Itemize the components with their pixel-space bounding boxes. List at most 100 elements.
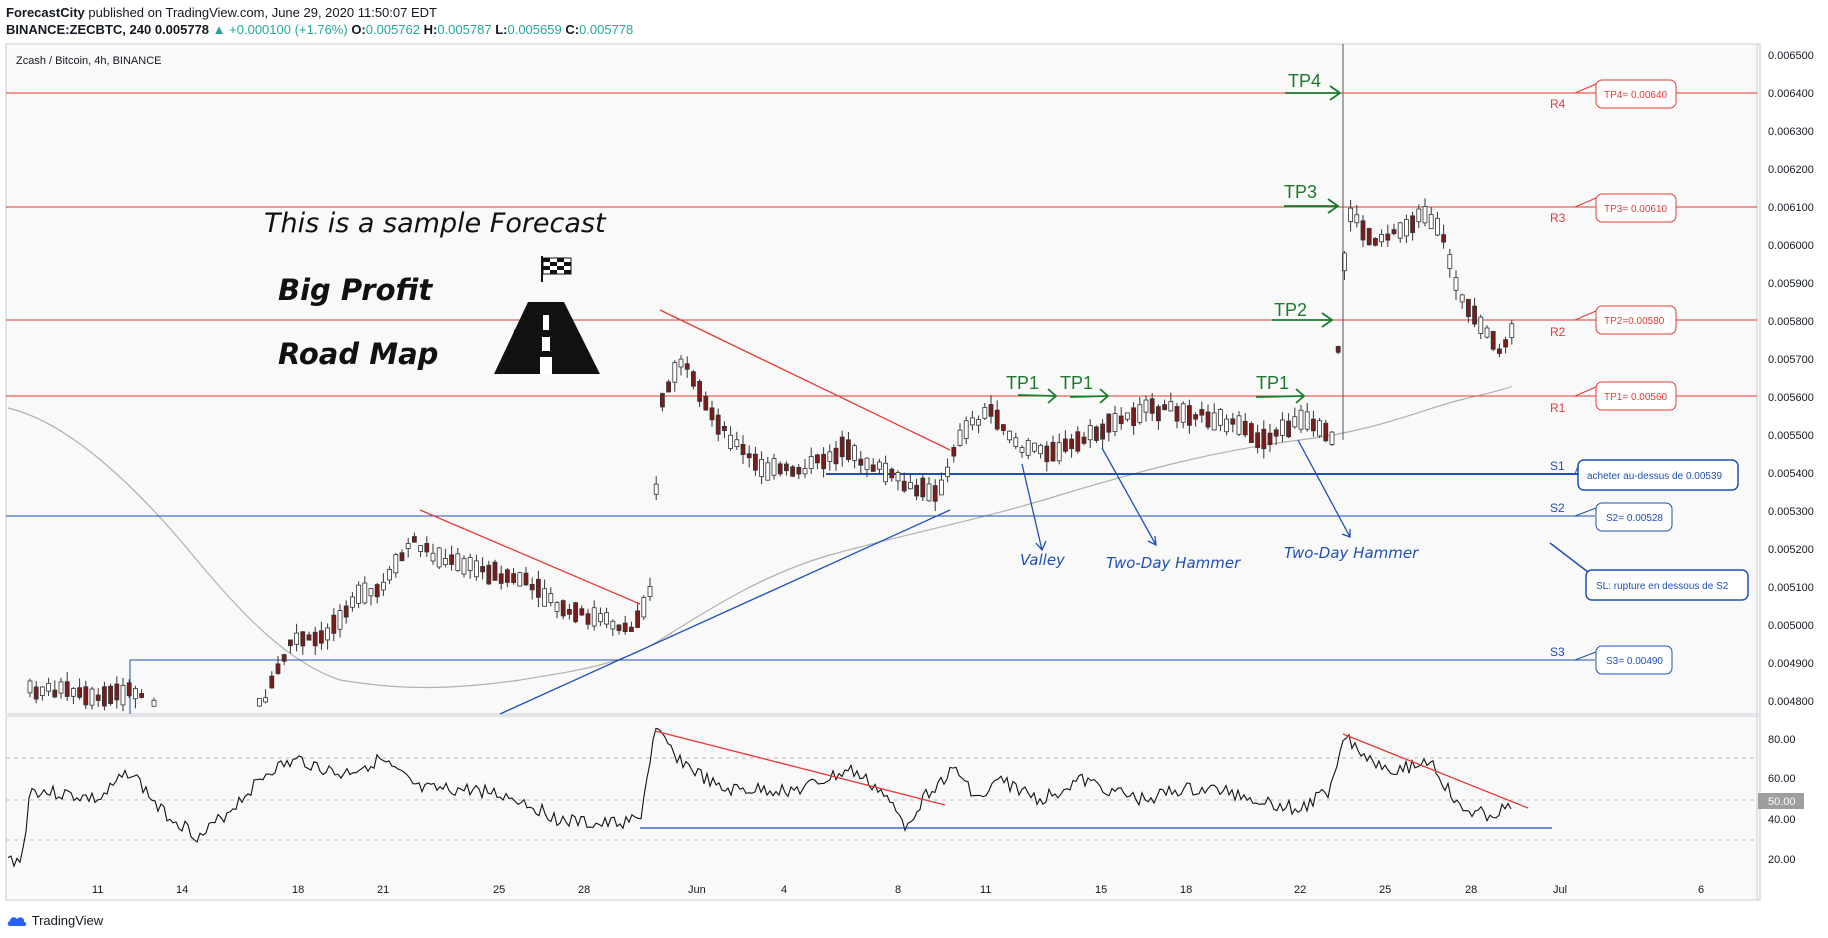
price-tick: 0.006400 [1768, 88, 1814, 100]
candle-body [920, 477, 926, 498]
price-axis[interactable]: 0.006500 0.006400 0.006300 0.006200 0.00… [1768, 50, 1814, 708]
r3-label: R3 [1550, 211, 1566, 225]
candle-body [442, 558, 448, 566]
r2-label: R2 [1550, 325, 1566, 339]
candle-body [374, 584, 380, 598]
sl-callout[interactable]: SL: rupture en dessous de S2 [1549, 542, 1749, 601]
rsi-trendline-2[interactable] [1342, 733, 1529, 809]
rsi-pane[interactable] [5, 715, 1761, 901]
candle-body [126, 682, 132, 697]
candle-body [926, 483, 932, 502]
tradingview-footer[interactable]: TradingView [6, 912, 103, 928]
candle-body [883, 462, 888, 483]
candle-body [957, 429, 963, 446]
candle-body [1125, 412, 1130, 420]
candle-body [1466, 299, 1471, 317]
candle-body [362, 582, 368, 604]
time-tick: 18 [292, 884, 304, 896]
tp2-marker[interactable]: TP2 [1272, 300, 1334, 328]
author-name[interactable]: ForecastCity [6, 5, 85, 20]
candle-body [1317, 420, 1322, 437]
candle-body [1273, 429, 1279, 437]
price-tick: 0.005100 [1768, 582, 1814, 594]
valley-annotation[interactable]: Valley [1020, 463, 1066, 569]
candle-body [833, 447, 839, 465]
trendline-blue[interactable] [499, 509, 951, 715]
candle-body [517, 572, 523, 587]
candle-body [281, 654, 287, 662]
tp1-marker-c[interactable]: TP1 [1255, 373, 1306, 404]
candle-body [1044, 445, 1050, 463]
candle-body [1311, 418, 1316, 432]
candle-body [1187, 405, 1192, 426]
candlestick-series[interactable] [27, 198, 1515, 712]
arrow-right-icon [1069, 388, 1110, 404]
tp1-text: TP1 [1060, 373, 1093, 393]
price-tick: 0.005800 [1768, 316, 1814, 328]
candle-body [653, 483, 659, 495]
trendline-red-1[interactable] [419, 509, 641, 605]
candle-body [1478, 316, 1484, 334]
rsi-line[interactable] [7, 727, 1512, 868]
main-pane[interactable] [5, 43, 1761, 715]
candle-body [579, 608, 585, 616]
candle-body [529, 584, 535, 591]
candle-body [337, 610, 343, 630]
time-tick: 11 [980, 884, 991, 896]
candle-body [864, 457, 870, 471]
candle-body [256, 697, 262, 707]
tp3-callout[interactable]: TP3= 0.00610 [1574, 193, 1677, 223]
candle-body [449, 554, 455, 565]
s3-callout[interactable]: S3= 0.00490 [1574, 645, 1673, 675]
time-axis[interactable]: 11 14 18 21 25 28 Jun 4 8 11 15 18 22 25… [92, 884, 1704, 896]
candle-body [827, 451, 833, 462]
candle-body [1230, 418, 1236, 425]
candle-body [95, 694, 101, 701]
candle-body [52, 689, 58, 698]
rsi-trendline-1[interactable] [654, 730, 946, 806]
tp1-marker-b[interactable]: TP1 [1060, 373, 1110, 404]
candle-body [1075, 431, 1081, 452]
candle-body [132, 688, 138, 700]
tp2-callout[interactable]: TP2=0.00580 [1574, 305, 1677, 335]
candle-body [982, 407, 988, 419]
rsi-axis[interactable]: 80.00 60.00 50.00 40.00 20.00 [1758, 734, 1804, 866]
candle-body [1236, 415, 1242, 435]
tp4-callout[interactable]: TP4= 0.00640 [1574, 79, 1677, 109]
hammer1-annotation[interactable]: Two-Day Hammer [1101, 447, 1241, 572]
candle-body [77, 687, 82, 698]
s2-callout[interactable]: S2= 0.00528 [1574, 502, 1673, 532]
candle-body [418, 545, 424, 552]
price-tick: 0.005900 [1768, 278, 1814, 290]
tp1-callout[interactable]: TP1= 0.00560 [1574, 381, 1677, 411]
tp1-marker-a[interactable]: TP1 [1006, 373, 1058, 404]
candle-body [666, 381, 671, 393]
candle-body [846, 439, 851, 460]
candle-body [64, 681, 70, 697]
hammer2-annotation[interactable]: Two-Day Hammer [1284, 439, 1419, 562]
chart-header: ForecastCity published on TradingView.co… [6, 4, 633, 38]
s1-callout[interactable]: acheter au-dessus de 0.00539 [1574, 459, 1739, 491]
trendline-red-2[interactable] [659, 309, 951, 451]
candle-body [536, 578, 541, 598]
candle-body [1168, 401, 1174, 412]
tp4-marker[interactable]: TP4 [1285, 71, 1342, 101]
candle-body [312, 631, 318, 647]
price-tick: 0.006000 [1768, 240, 1814, 252]
candle-body [598, 613, 603, 623]
candle-body [1354, 214, 1360, 224]
candle-body [263, 697, 269, 703]
candle-body [746, 453, 752, 459]
candle-body [331, 614, 337, 634]
candle-body [1249, 423, 1254, 443]
candle-body [1081, 436, 1087, 444]
publish-info: published on TradingView.com, June 29, 2… [88, 5, 437, 20]
candle-body [697, 380, 702, 402]
candle-body [988, 404, 994, 417]
candle-body [641, 597, 647, 618]
tp3-marker[interactable]: TP3 [1284, 182, 1340, 214]
time-tick: 25 [493, 884, 505, 896]
candle-body [1001, 424, 1006, 431]
price-tick: 0.005600 [1768, 392, 1814, 404]
